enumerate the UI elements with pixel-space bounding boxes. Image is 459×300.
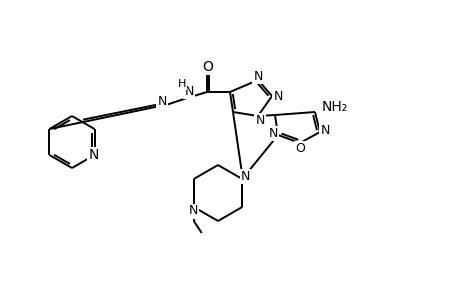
Text: N: N — [189, 205, 198, 218]
Text: N: N — [273, 89, 282, 103]
Text: N: N — [157, 94, 166, 107]
Text: NH₂: NH₂ — [321, 100, 347, 114]
Text: N: N — [240, 169, 249, 182]
Text: N: N — [184, 85, 193, 98]
Text: N: N — [88, 148, 99, 162]
Text: N: N — [255, 113, 264, 127]
Text: O: O — [294, 142, 304, 154]
Text: O: O — [202, 60, 213, 74]
Text: H: H — [178, 79, 186, 89]
Text: N: N — [268, 127, 277, 140]
Text: N: N — [319, 124, 329, 136]
Text: N: N — [253, 70, 262, 83]
